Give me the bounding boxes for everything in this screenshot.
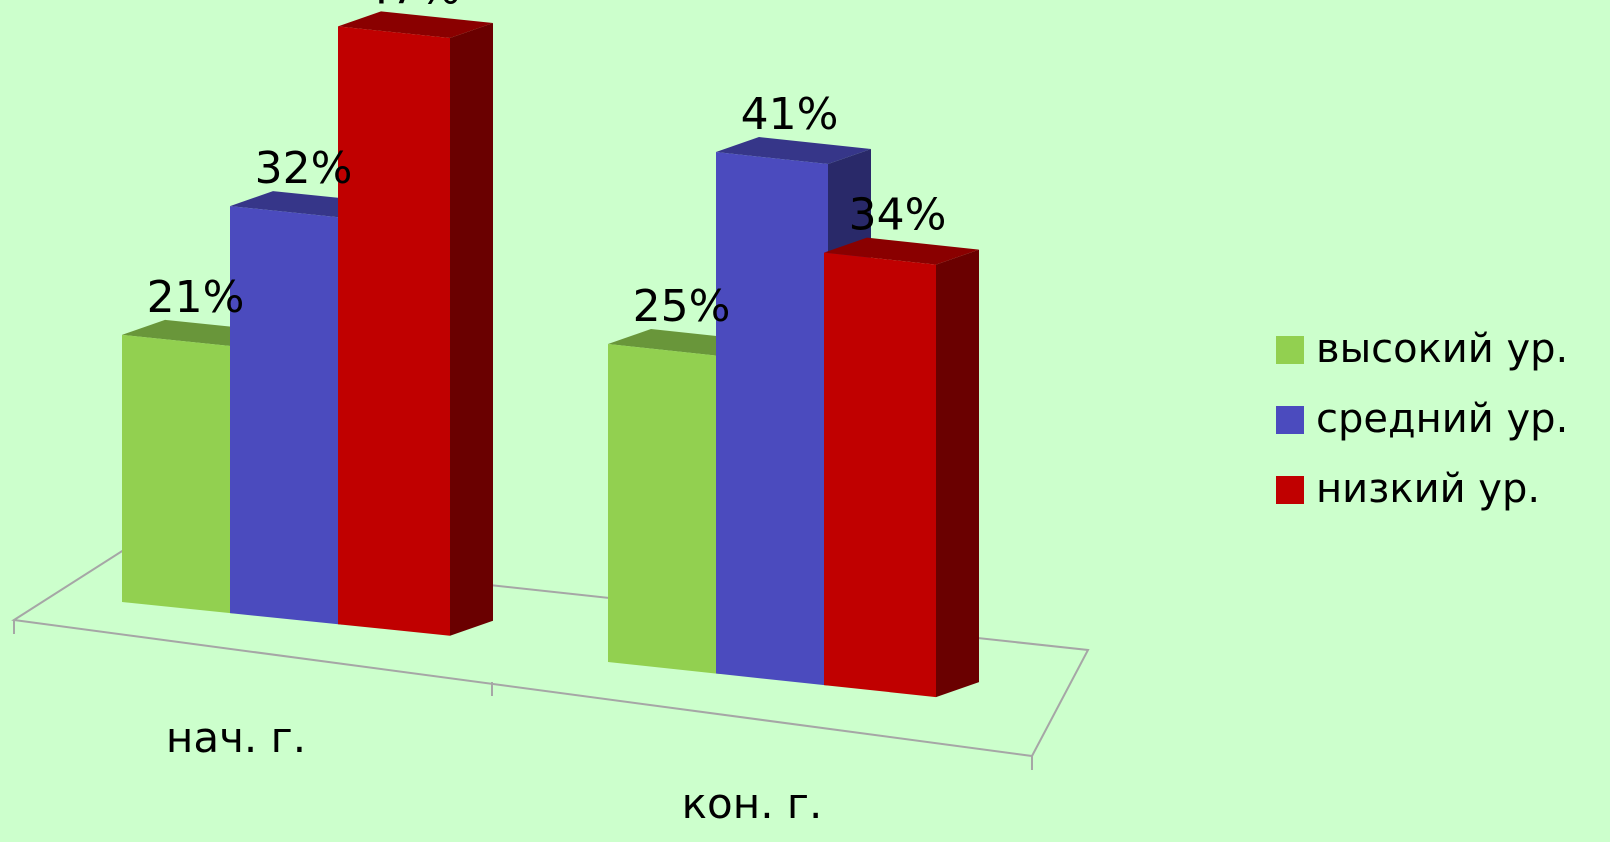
legend-swatch <box>1276 406 1304 434</box>
category-label: нач. г. <box>166 713 306 762</box>
legend-item: средний ур. <box>1276 396 1568 442</box>
legend: высокий ур. средний ур. низкий ур. <box>1276 326 1568 512</box>
bar-front-face <box>122 334 234 614</box>
category-labels-layer: нач. г. кон. г. <box>166 713 822 828</box>
bar-top-face <box>824 237 979 265</box>
bar-side-face <box>450 22 493 636</box>
bar-side-face <box>936 249 979 698</box>
bar-front-face <box>716 152 828 686</box>
bar-front-face <box>230 206 342 625</box>
data-label: 41% <box>741 89 839 140</box>
legend-swatch <box>1276 336 1304 364</box>
legend-label: высокий ур. <box>1316 326 1568 372</box>
data-labels-layer: 21% 32% 47% 25% 41%34% <box>147 0 947 332</box>
bar-top-face <box>716 137 871 165</box>
bar-end-2 <box>824 237 979 698</box>
legend-label: низкий ур. <box>1316 466 1540 512</box>
bar-front-face <box>338 26 450 636</box>
data-label: 21% <box>147 272 245 323</box>
data-label: 32% <box>255 143 353 194</box>
legend-swatch <box>1276 476 1304 504</box>
legend-item: низкий ур. <box>1276 466 1540 512</box>
data-label: 25% <box>633 281 731 332</box>
bar-start-2 <box>338 11 493 636</box>
bars-layer <box>122 11 979 698</box>
bar-front-face <box>824 252 936 698</box>
floor-outline <box>11 544 1090 758</box>
category-label: кон. г. <box>682 779 823 828</box>
data-label: 34% <box>849 190 947 241</box>
legend-item: высокий ур. <box>1276 326 1568 372</box>
legend-label: средний ур. <box>1316 396 1568 442</box>
data-label: 47% <box>363 0 461 14</box>
chart-floor <box>11 544 1090 770</box>
bar-front-face <box>608 344 720 674</box>
bar-top-face <box>338 11 493 38</box>
